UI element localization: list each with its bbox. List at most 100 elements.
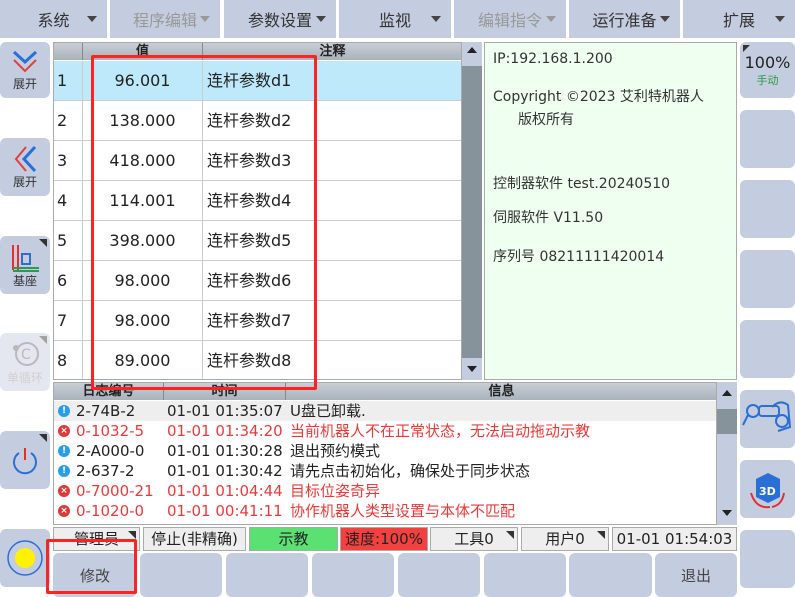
hand-guide-button[interactable]	[740, 390, 795, 448]
log-time: 01-01 01:30:28	[167, 442, 283, 460]
exit-button[interactable]: 退出	[655, 553, 737, 597]
user-frame-select[interactable]: 用户0	[521, 527, 609, 551]
menu-label: 编辑指令	[477, 11, 542, 30]
teach-mode: 示教	[249, 527, 338, 551]
log-row[interactable]: × 0-1020-0 01-01 00:41:11 协作机器人类型设置与本体不匹…	[54, 501, 716, 521]
table-row[interactable]: 7 98.000 连杆参数d7	[54, 301, 461, 341]
scroll-up-icon[interactable]	[467, 47, 477, 53]
bottom-button-6[interactable]	[484, 553, 566, 597]
yellow-indicator-icon	[7, 540, 43, 576]
corner-indicator-icon	[506, 531, 514, 539]
table-row[interactable]: 3 418.000 连杆参数d3	[54, 141, 461, 181]
bottom-button-5[interactable]	[398, 553, 480, 597]
log-row[interactable]: × 0-1032-5 01-01 01:34:20 当前机器人不在正常状态，无法…	[54, 421, 716, 441]
single-cycle-button[interactable]: C 单循环	[0, 333, 50, 391]
corner-indicator-icon	[743, 45, 750, 52]
menu-run-prep[interactable]: 运行准备	[569, 0, 680, 38]
menu-extend[interactable]: 扩展	[683, 0, 795, 38]
copyright: Copyright ©2023 艾利特机器人	[493, 89, 704, 105]
log-message: 退出预约模式	[290, 442, 381, 460]
3d-view-button[interactable]: 3D	[740, 460, 795, 518]
robot-state: 停止(非精确)	[143, 527, 246, 551]
controller-version: 控制器软件 test.20240510	[493, 176, 671, 192]
log-scrollbar[interactable]	[717, 382, 737, 525]
dropdown-arrow-icon	[431, 16, 441, 22]
right-button-2[interactable]	[740, 110, 795, 168]
clock: 01-01 01:54:03	[612, 527, 737, 551]
right-button-8[interactable]	[740, 530, 795, 588]
menu-label: 参数设置	[247, 11, 312, 30]
table-scrollbar[interactable]	[462, 42, 482, 380]
log-message: 当前机器人不在正常状态，无法启动拖动示教	[290, 422, 591, 440]
menu-edit-command[interactable]: 编辑指令	[454, 0, 566, 38]
servo-version: 伺服软件 V11.50	[493, 210, 604, 226]
row-value[interactable]: 98.000	[83, 301, 203, 341]
menu-monitor[interactable]: 监视	[339, 0, 451, 38]
row-value[interactable]: 96.001	[83, 61, 203, 101]
modify-button[interactable]: 修改	[53, 553, 137, 597]
table-row[interactable]: 4 114.001 连杆参数d4	[54, 181, 461, 221]
menu-label: 程序编辑	[132, 11, 197, 30]
row-value[interactable]: 398.000	[83, 221, 203, 261]
dropdown-arrow-icon	[546, 16, 556, 22]
scroll-thumb[interactable]	[462, 66, 482, 358]
corner-indicator-icon	[39, 336, 47, 344]
log-time: 01-01 01:35:07	[167, 402, 283, 420]
right-button-4[interactable]	[740, 250, 795, 308]
status-indicator-button[interactable]	[0, 529, 50, 587]
log-row[interactable]: ! 2-637-2 01-01 01:30:42 请先点击初始化，确保处于同步状…	[54, 461, 716, 481]
menu-label: 运行准备	[592, 11, 657, 30]
power-button[interactable]	[0, 431, 50, 489]
right-button-5[interactable]	[740, 320, 795, 378]
row-index: 1	[54, 61, 83, 101]
row-value[interactable]: 98.000	[83, 261, 203, 301]
row-comment: 连杆参数d3	[207, 151, 292, 170]
bottom-button-2[interactable]	[140, 553, 222, 597]
menu-program-edit[interactable]: 程序编辑	[110, 0, 220, 38]
highlight-value-column	[91, 55, 317, 390]
tool-select[interactable]: 工具0	[430, 527, 518, 551]
table-row[interactable]: 6 98.000 连杆参数d6	[54, 261, 461, 301]
header-log-message: 信息	[286, 383, 716, 400]
log-row[interactable]: ! 2-74B-2 01-01 01:35:07 U盘已卸载.	[54, 401, 716, 421]
bottom-button-3[interactable]	[226, 553, 308, 597]
row-value[interactable]: 89.000	[83, 341, 203, 379]
right-button-3[interactable]	[740, 180, 795, 238]
table-row[interactable]: 5 398.000 连杆参数d5	[54, 221, 461, 261]
bottom-button-7[interactable]	[569, 553, 652, 597]
menu-system[interactable]: 系统	[0, 0, 107, 38]
dropdown-arrow-icon	[316, 16, 326, 22]
expand-down-button[interactable]: 展开	[0, 42, 50, 98]
scroll-down-icon[interactable]	[467, 366, 477, 372]
bottom-button-4[interactable]	[312, 553, 394, 597]
speed-mode-button[interactable]: 100% 手动	[740, 42, 795, 98]
log-row[interactable]: × 0-7000-21 01-01 01:04:44 目标位姿奇异	[54, 481, 716, 501]
table-row[interactable]: 1 96.001 连杆参数d1	[54, 61, 461, 101]
row-comment: 连杆参数d8	[207, 351, 292, 370]
scroll-up-icon[interactable]	[722, 390, 732, 396]
log-code: 0-7000-21	[76, 482, 154, 500]
scroll-thumb[interactable]	[717, 409, 737, 434]
dropdown-arrow-icon	[775, 16, 785, 22]
log-code: 0-1032-5	[76, 422, 145, 440]
power-icon	[13, 448, 37, 475]
user-frame-label: 用户0	[545, 530, 585, 548]
menu-label: 系统	[37, 11, 70, 30]
table-row[interactable]: 8 89.000 连杆参数d8	[54, 341, 461, 379]
table-row[interactable]: 2 138.000 连杆参数d2	[54, 101, 461, 141]
chevron-double-left-icon	[14, 145, 37, 172]
menu-label: 监视	[378, 11, 411, 30]
row-value[interactable]: 114.001	[83, 181, 203, 221]
row-comment: 连杆参数d4	[207, 191, 292, 210]
coordinate-base-button[interactable]: 基座	[0, 236, 50, 294]
expand-left-button[interactable]: 展开	[0, 138, 50, 196]
row-value[interactable]: 138.000	[83, 101, 203, 141]
svg-text:C: C	[21, 347, 31, 363]
menu-label: 扩展	[722, 11, 755, 30]
row-value[interactable]: 418.000	[83, 141, 203, 181]
ip-address: IP:192.168.1.200	[493, 51, 613, 67]
menu-parameter-settings[interactable]: 参数设置	[224, 0, 336, 38]
log-row[interactable]: ! 2-A000-0 01-01 01:30:28 退出预约模式	[54, 441, 716, 461]
scroll-down-icon[interactable]	[722, 510, 732, 516]
row-comment: 连杆参数d1	[207, 71, 292, 90]
